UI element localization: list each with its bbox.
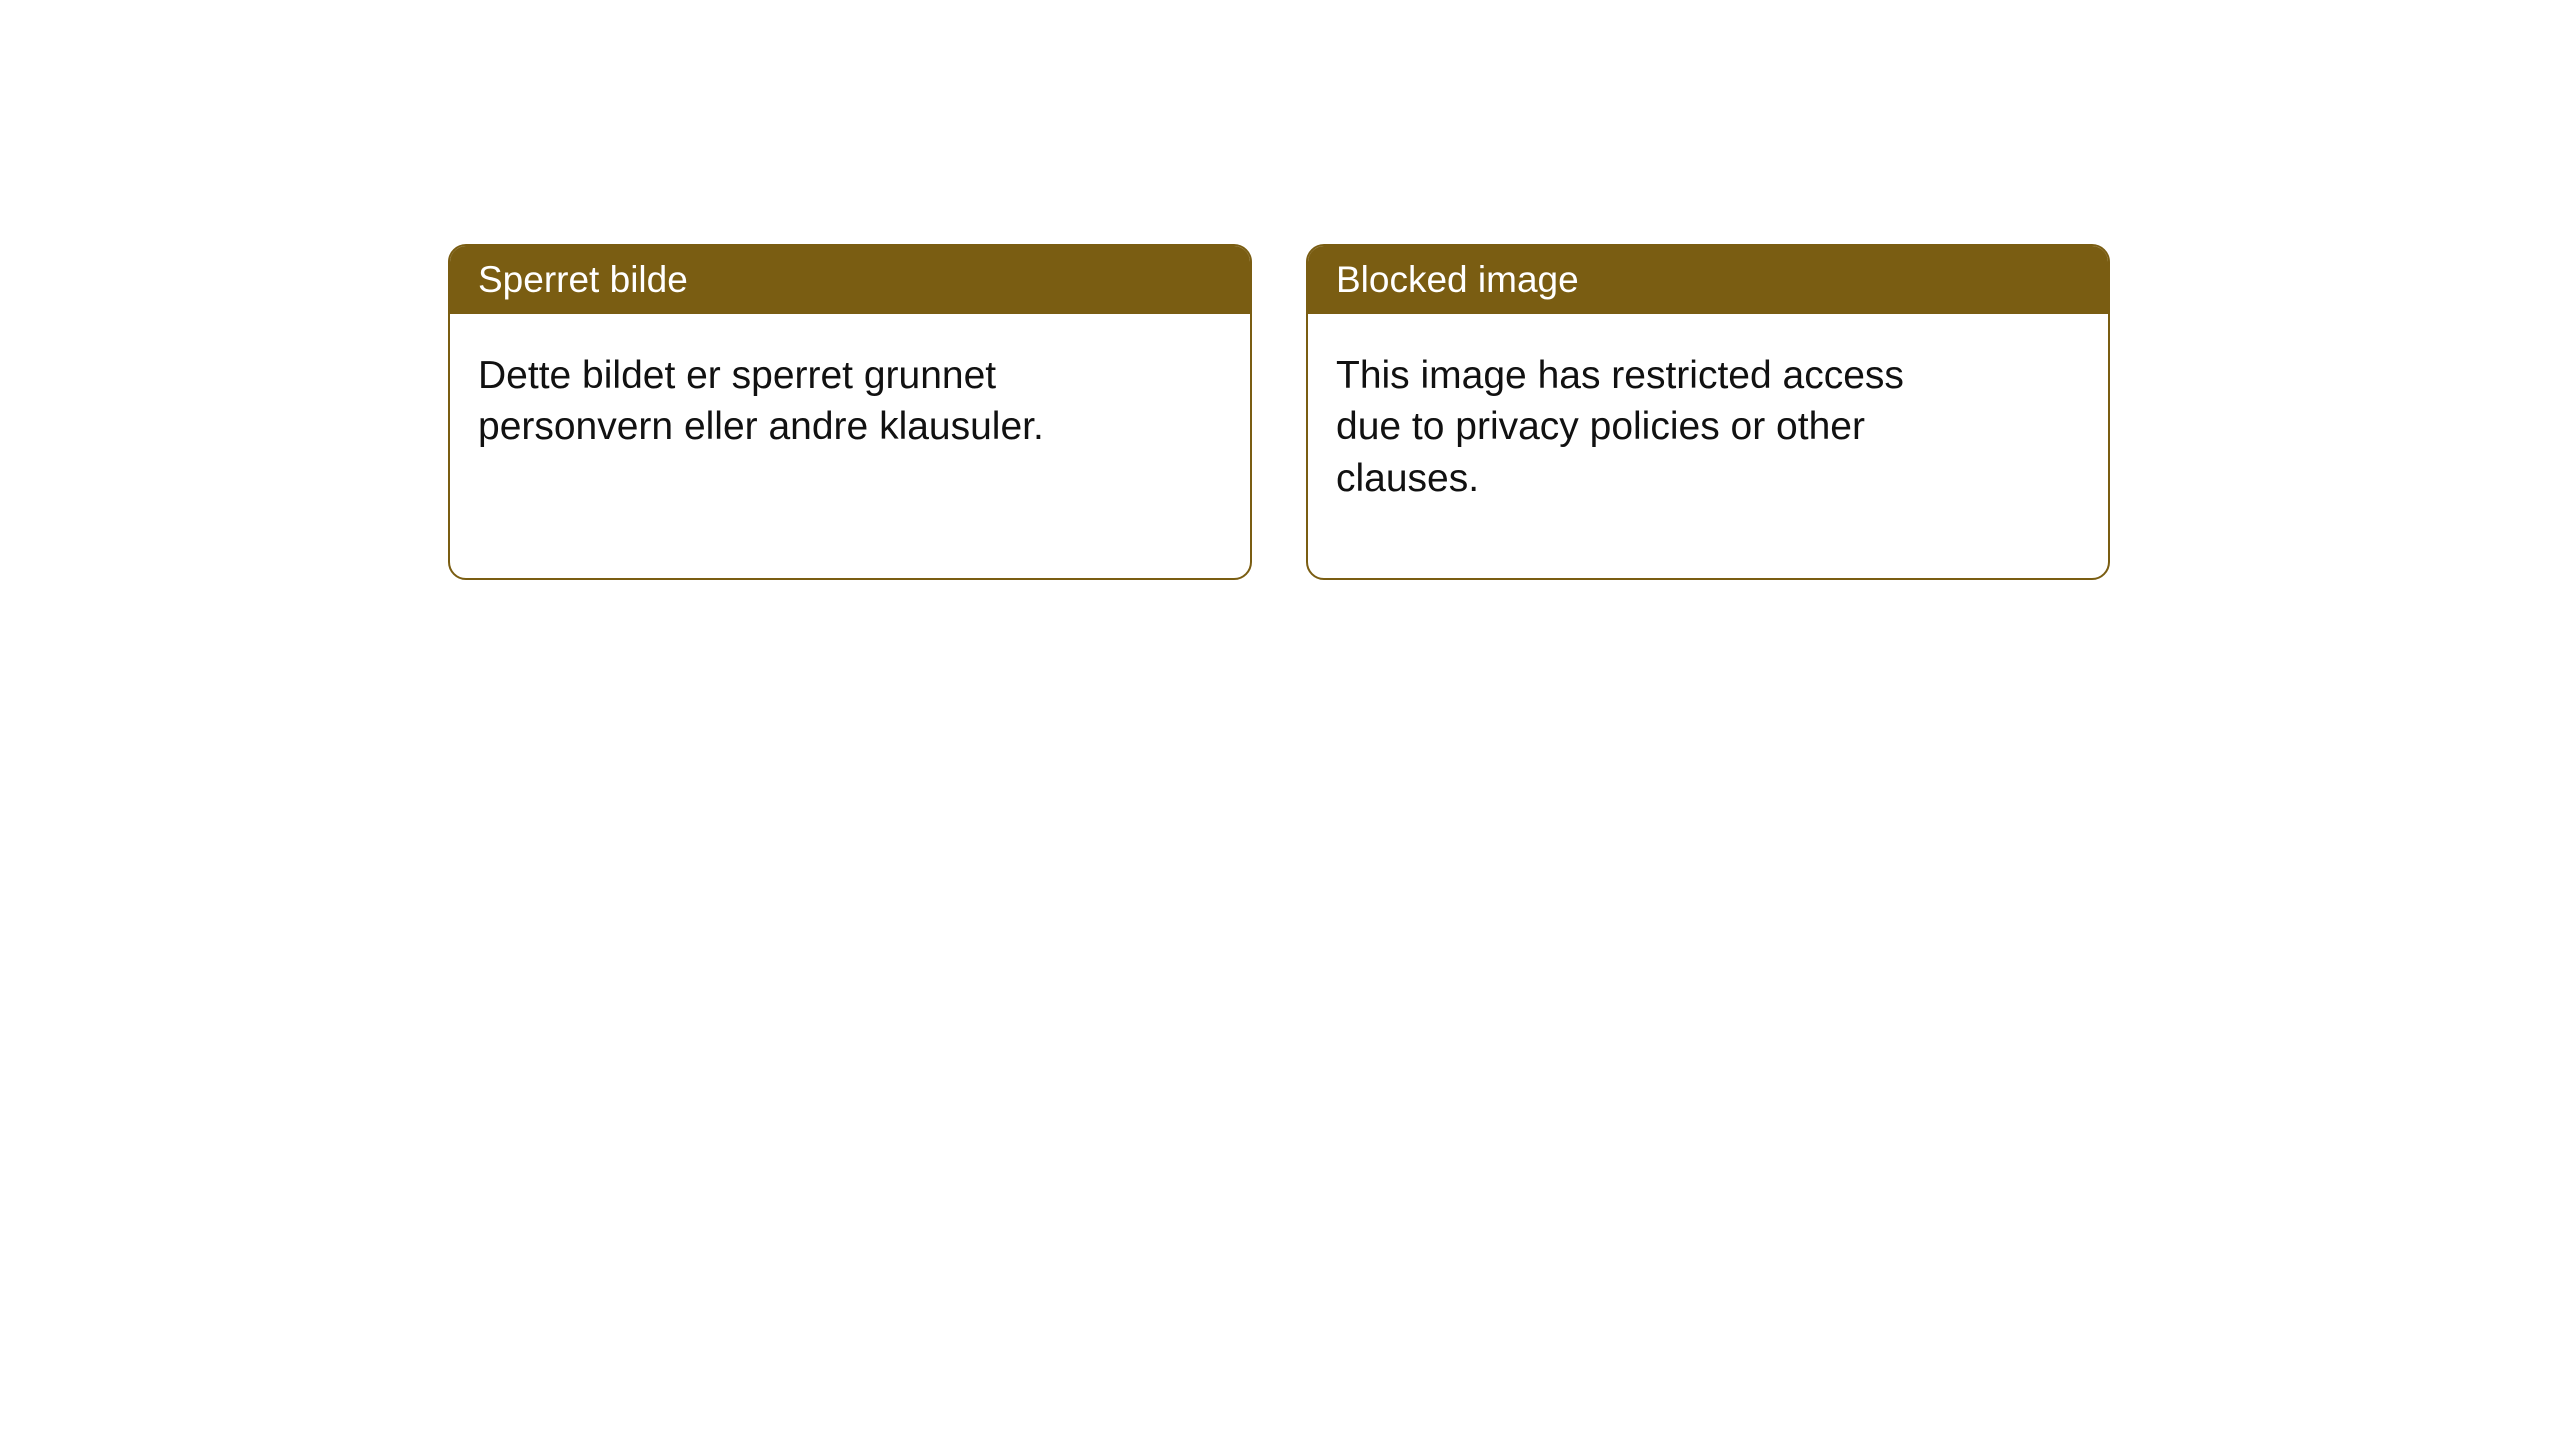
card-title: Sperret bilde [478,259,688,300]
card-body: Dette bildet er sperret grunnet personve… [450,314,1130,489]
card-body: This image has restricted access due to … [1308,314,1988,540]
card-title: Blocked image [1336,259,1579,300]
card-header: Sperret bilde [450,246,1250,314]
notice-card-english: Blocked image This image has restricted … [1306,244,2110,580]
card-header: Blocked image [1308,246,2108,314]
notice-card-norwegian: Sperret bilde Dette bildet er sperret gr… [448,244,1252,580]
notice-cards-container: Sperret bilde Dette bildet er sperret gr… [448,244,2110,580]
card-body-text: This image has restricted access due to … [1336,354,1904,500]
card-body-text: Dette bildet er sperret grunnet personve… [478,354,1044,448]
